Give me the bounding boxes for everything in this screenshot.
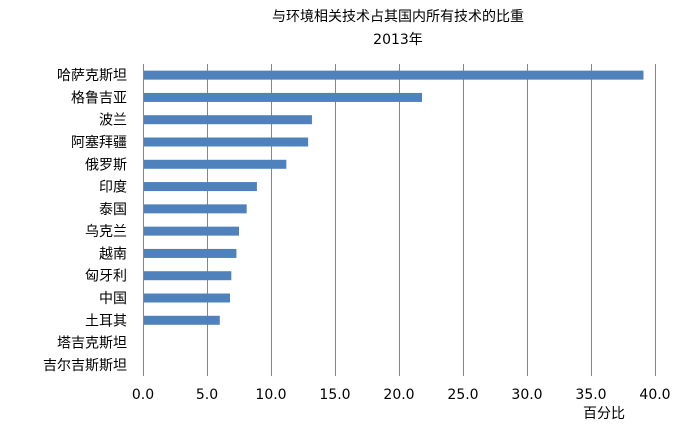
bar [144,315,220,325]
category-label: 泰国 [99,202,127,218]
category-label: 匈牙利 [85,269,127,285]
bar [144,70,644,80]
bar [144,115,312,125]
bar [144,271,232,281]
grid-lines [207,64,656,376]
x-tick-label: 0.0 [132,387,154,403]
x-tick-label: 35.0 [575,387,606,403]
category-label: 阿塞拜疆 [71,134,127,151]
bar [144,226,239,236]
bar [144,137,309,147]
x-tick-label: 40.0 [639,387,670,403]
bar [144,182,257,192]
category-label: 格鲁吉亚 [71,90,127,106]
bar [144,293,231,303]
category-label: 哈萨克斯坦 [57,68,127,84]
x-tick-label: 30.0 [511,387,542,403]
x-axis-label: 百分比 [583,406,625,422]
x-tick-label: 10.0 [255,387,286,403]
chart-title: 与环境相关技术占其国内所有技术的比重 [272,9,524,25]
category-label: 土耳其 [85,313,127,329]
x-tick-labels: 0.0 5.0 10.0 15.0 20.0 25.0 30.0 35.0 40.0 [132,387,671,403]
x-tick-label: 20.0 [383,387,414,403]
bar [144,92,423,102]
chart-subtitle: 2013年 [373,32,423,48]
category-label: 印度 [99,180,127,196]
category-labels: 哈萨克斯坦格鲁吉亚波兰阿塞拜疆俄罗斯印度泰国乌克兰越南匈牙利中国土耳其塔吉克斯坦… [43,68,127,374]
x-tick-label: 15.0 [319,387,350,403]
category-label: 越南 [99,246,127,262]
x-tick-label: 25.0 [447,387,478,403]
category-label: 吉尔吉斯斯坦 [43,358,127,374]
category-label: 塔吉克斯坦 [57,336,127,352]
category-label: 中国 [99,291,127,307]
bar [144,159,287,169]
bars [144,70,644,325]
bar [144,248,237,258]
category-label: 乌克兰 [85,224,127,240]
category-label: 俄罗斯 [85,157,127,173]
category-label: 波兰 [99,113,127,129]
x-tick-label: 5.0 [196,387,218,403]
bar [144,204,247,214]
